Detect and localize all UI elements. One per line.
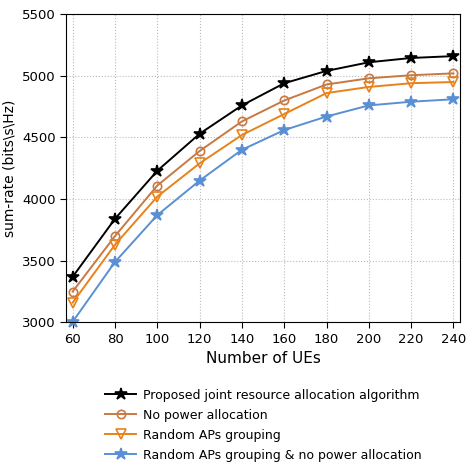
Random APs grouping & no power allocation [155, 212, 160, 218]
Random APs grouping [451, 79, 456, 85]
No power allocation [408, 73, 414, 78]
X-axis label: Number of UEs: Number of UEs [206, 351, 320, 366]
Random APs grouping & no power allocation [408, 99, 414, 105]
No power allocation [70, 289, 75, 294]
Random APs grouping [155, 194, 160, 200]
Proposed joint resource allocation algorithm [324, 68, 329, 74]
No power allocation [366, 75, 372, 81]
Random APs grouping & no power allocation [451, 96, 456, 102]
Random APs grouping [282, 111, 287, 117]
Proposed joint resource allocation algorithm [239, 102, 245, 108]
Proposed joint resource allocation algorithm [366, 59, 372, 65]
Random APs grouping & no power allocation [112, 259, 118, 265]
Legend: Proposed joint resource allocation algorithm, No power allocation, Random APs gr: Proposed joint resource allocation algor… [101, 385, 425, 465]
Random APs grouping & no power allocation [282, 127, 287, 133]
Proposed joint resource allocation algorithm [451, 53, 456, 59]
Line: Random APs grouping & no power allocation: Random APs grouping & no power allocatio… [66, 93, 460, 328]
Random APs grouping & no power allocation [197, 178, 202, 183]
Proposed joint resource allocation algorithm [70, 274, 75, 280]
Random APs grouping [324, 90, 329, 96]
No power allocation [239, 118, 245, 124]
Random APs grouping & no power allocation [70, 319, 75, 325]
Y-axis label: sum-rate (bits\s\Hz): sum-rate (bits\s\Hz) [3, 100, 17, 237]
Proposed joint resource allocation algorithm [282, 81, 287, 86]
Proposed joint resource allocation algorithm [112, 216, 118, 222]
Proposed joint resource allocation algorithm [155, 168, 160, 173]
No power allocation [112, 233, 118, 239]
No power allocation [282, 98, 287, 103]
Random APs grouping [239, 132, 245, 138]
Proposed joint resource allocation algorithm [197, 131, 202, 137]
Random APs grouping & no power allocation [324, 114, 329, 119]
Random APs grouping & no power allocation [239, 147, 245, 153]
Line: No power allocation: No power allocation [69, 69, 457, 296]
Random APs grouping & no power allocation [366, 102, 372, 108]
No power allocation [155, 182, 160, 188]
Random APs grouping [366, 84, 372, 90]
Random APs grouping [197, 161, 202, 166]
Random APs grouping [408, 81, 414, 86]
No power allocation [197, 148, 202, 154]
No power allocation [451, 71, 456, 76]
Random APs grouping [112, 242, 118, 247]
Line: Proposed joint resource allocation algorithm: Proposed joint resource allocation algor… [66, 50, 460, 283]
Proposed joint resource allocation algorithm [408, 55, 414, 61]
Random APs grouping [70, 300, 75, 305]
No power allocation [324, 82, 329, 87]
Line: Random APs grouping: Random APs grouping [68, 77, 458, 308]
